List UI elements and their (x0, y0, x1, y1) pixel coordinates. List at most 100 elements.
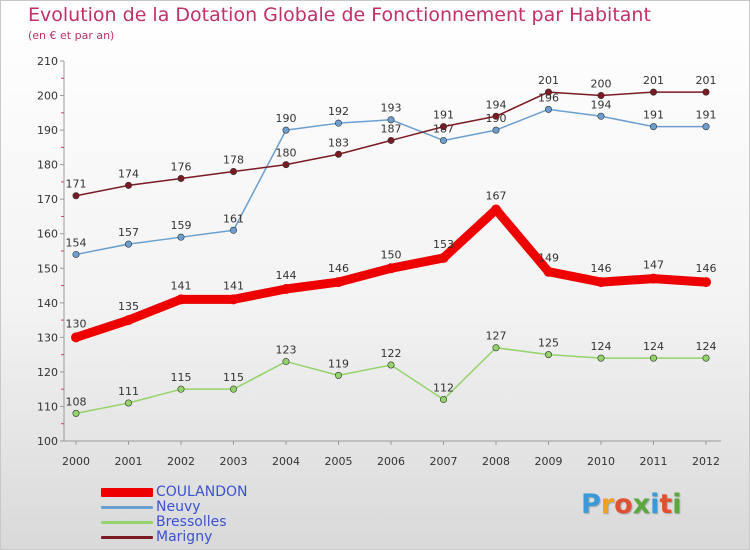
data-point-coulandon (123, 315, 134, 326)
y-tick-label: 170 (37, 193, 58, 206)
legend-swatch-coulandon (101, 488, 153, 497)
data-label-marigny: 191 (433, 109, 454, 122)
data-point-neuvy (334, 119, 342, 127)
data-label-bressolles: 125 (538, 337, 559, 350)
data-point-bressolles (72, 409, 80, 417)
data-label-coulandon: 130 (66, 317, 87, 330)
data-point-neuvy (230, 226, 238, 234)
data-point-neuvy (597, 112, 605, 120)
data-label-bressolles: 115 (223, 371, 244, 384)
x-tick-label: 2008 (482, 455, 510, 468)
data-label-bressolles: 124 (591, 340, 612, 353)
data-label-bressolles: 111 (118, 385, 139, 398)
data-label-marigny: 201 (643, 74, 664, 87)
data-point-marigny (702, 88, 710, 96)
y-tick-label: 210 (37, 55, 58, 68)
data-label-marigny: 176 (171, 160, 192, 173)
data-point-bressolles (439, 396, 447, 404)
data-point-bressolles (230, 385, 238, 393)
legend-swatch-marigny (101, 536, 153, 539)
x-tick-label: 2002 (167, 455, 195, 468)
data-point-marigny (334, 150, 342, 158)
data-point-neuvy (177, 233, 185, 241)
data-label-marigny: 178 (223, 154, 244, 167)
y-tick-label: 200 (37, 90, 58, 103)
x-tick-label: 2005 (325, 455, 353, 468)
data-point-coulandon (71, 332, 81, 343)
x-tick-label: 2003 (220, 455, 248, 468)
y-tick-label: 100 (37, 435, 58, 448)
data-point-bressolles (125, 399, 133, 407)
legend-label-bressolles: Bressolles (156, 514, 227, 530)
data-label-coulandon: 141 (171, 279, 192, 292)
data-point-coulandon (333, 277, 344, 288)
data-label-coulandon: 153 (433, 238, 454, 251)
data-label-neuvy: 191 (643, 109, 664, 122)
data-point-marigny (125, 181, 133, 189)
data-label-marigny: 174 (118, 167, 139, 180)
data-label-bressolles: 124 (696, 340, 717, 353)
data-point-neuvy (125, 240, 133, 248)
data-point-coulandon (491, 204, 501, 215)
x-tick-label: 2000 (62, 455, 90, 468)
data-point-coulandon (281, 284, 291, 294)
data-point-neuvy (72, 250, 80, 258)
legend-label-marigny: Marigny (156, 529, 213, 545)
data-label-marigny: 183 (328, 136, 349, 149)
x-tick-label: 2010 (587, 455, 615, 468)
data-point-bressolles (334, 371, 342, 379)
data-point-marigny (282, 161, 290, 169)
data-point-bressolles (492, 344, 500, 352)
y-tick-label: 140 (37, 297, 58, 310)
data-point-neuvy (649, 123, 657, 131)
x-tick-label: 2012 (692, 455, 720, 468)
data-label-marigny: 194 (486, 98, 507, 111)
chart-title: Evolution de la Dotation Globale de Fonc… (28, 4, 651, 26)
data-point-coulandon (228, 294, 239, 305)
x-tick-label: 2011 (640, 455, 668, 468)
y-tick-label: 110 (37, 400, 58, 413)
x-tick-label: 2009 (535, 455, 563, 468)
data-label-coulandon: 146 (591, 262, 612, 275)
x-tick-label: 2007 (430, 455, 458, 468)
data-point-bressolles (282, 358, 290, 366)
data-label-neuvy: 161 (223, 212, 244, 225)
data-label-neuvy: 157 (118, 226, 139, 239)
data-point-marigny (387, 136, 395, 144)
data-label-marigny: 200 (591, 78, 612, 91)
x-tick-label: 2006 (377, 455, 405, 468)
y-tick-label: 190 (37, 124, 58, 137)
data-point-coulandon (176, 294, 186, 305)
data-label-marigny: 201 (538, 74, 559, 87)
data-point-bressolles (702, 354, 710, 362)
legend-swatch-bressolles (101, 521, 153, 524)
data-label-bressolles: 122 (381, 347, 402, 360)
data-point-coulandon (648, 273, 659, 284)
data-label-neuvy: 194 (591, 98, 612, 111)
data-point-neuvy (544, 105, 552, 113)
data-label-neuvy: 154 (66, 236, 87, 249)
data-point-coulandon (386, 263, 396, 274)
data-label-coulandon: 144 (276, 269, 297, 282)
x-tick-label: 2001 (115, 455, 143, 468)
legend-label-neuvy: Neuvy (156, 499, 201, 515)
data-label-bressolles: 127 (486, 330, 507, 343)
data-point-coulandon (701, 277, 711, 288)
data-label-coulandon: 167 (486, 190, 507, 203)
data-label-bressolles: 124 (643, 340, 664, 353)
data-point-coulandon (596, 277, 606, 288)
proxiti-logo: Proxiti (581, 489, 682, 520)
data-point-neuvy (702, 123, 710, 131)
data-point-bressolles (649, 354, 657, 362)
data-point-bressolles (387, 361, 395, 369)
data-point-neuvy (387, 116, 395, 124)
data-point-marigny (492, 112, 500, 120)
data-label-coulandon: 149 (538, 252, 559, 265)
data-label-coulandon: 147 (643, 259, 664, 272)
data-label-marigny: 180 (276, 147, 297, 160)
data-point-neuvy (439, 136, 447, 144)
data-point-bressolles (544, 351, 552, 359)
data-point-bressolles (177, 385, 185, 393)
data-point-marigny (544, 88, 552, 96)
data-point-marigny (177, 174, 185, 182)
